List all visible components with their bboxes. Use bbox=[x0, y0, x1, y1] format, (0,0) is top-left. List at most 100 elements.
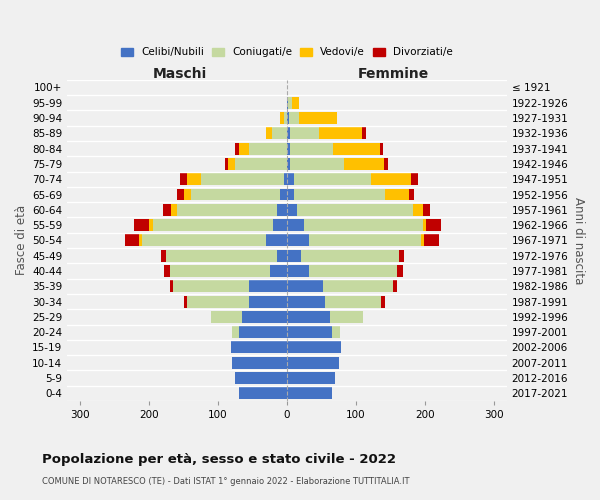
Text: COMUNE DI NOTARESCO (TE) - Dati ISTAT 1° gennaio 2022 - Elaborazione TUTTITALIA.: COMUNE DI NOTARESCO (TE) - Dati ISTAT 1°… bbox=[42, 478, 409, 486]
Text: Popolazione per età, sesso e stato civile - 2022: Popolazione per età, sesso e stato civil… bbox=[42, 452, 396, 466]
Bar bbox=[161, 250, 166, 262]
Bar bbox=[287, 204, 298, 216]
Bar bbox=[125, 234, 139, 246]
Bar bbox=[287, 372, 335, 384]
Bar bbox=[298, 204, 413, 216]
Bar bbox=[266, 234, 287, 246]
Bar bbox=[277, 250, 287, 262]
Bar bbox=[287, 219, 304, 231]
Text: Femmine: Femmine bbox=[358, 66, 430, 80]
Bar bbox=[287, 128, 290, 140]
Bar bbox=[287, 357, 338, 368]
Bar bbox=[299, 112, 337, 124]
Bar bbox=[229, 158, 235, 170]
Bar bbox=[249, 280, 287, 292]
Bar bbox=[177, 204, 277, 216]
Bar bbox=[191, 188, 280, 200]
Bar bbox=[304, 219, 422, 231]
Bar bbox=[152, 219, 273, 231]
Bar bbox=[384, 158, 388, 170]
Bar bbox=[166, 250, 277, 262]
Bar bbox=[424, 204, 430, 216]
Bar bbox=[287, 250, 301, 262]
Bar bbox=[235, 158, 287, 170]
Bar bbox=[239, 142, 249, 154]
Bar bbox=[362, 128, 365, 140]
Bar bbox=[180, 174, 187, 185]
Bar bbox=[323, 280, 393, 292]
Bar bbox=[333, 142, 380, 154]
Bar bbox=[287, 97, 289, 108]
Bar bbox=[142, 234, 266, 246]
Y-axis label: Anni di nascita: Anni di nascita bbox=[572, 196, 585, 284]
Bar bbox=[170, 265, 270, 277]
Bar bbox=[294, 188, 385, 200]
Bar bbox=[239, 326, 287, 338]
Bar bbox=[287, 234, 309, 246]
Bar bbox=[280, 112, 284, 124]
Bar bbox=[287, 112, 289, 124]
Bar bbox=[294, 174, 371, 185]
Bar bbox=[287, 265, 309, 277]
Bar bbox=[184, 188, 191, 200]
Bar bbox=[287, 174, 294, 185]
Bar bbox=[413, 204, 424, 216]
Bar bbox=[287, 296, 325, 308]
Bar bbox=[232, 357, 287, 368]
Bar bbox=[230, 342, 287, 353]
Bar bbox=[201, 174, 284, 185]
Bar bbox=[249, 142, 287, 154]
Bar bbox=[184, 296, 187, 308]
Bar bbox=[371, 174, 411, 185]
Bar bbox=[225, 158, 229, 170]
Bar bbox=[280, 188, 287, 200]
Bar bbox=[422, 219, 426, 231]
Bar bbox=[177, 188, 184, 200]
Bar bbox=[284, 174, 287, 185]
Bar bbox=[235, 142, 239, 154]
Bar bbox=[211, 311, 242, 323]
Bar bbox=[287, 280, 323, 292]
Bar bbox=[426, 219, 441, 231]
Bar bbox=[249, 296, 287, 308]
Bar bbox=[163, 204, 171, 216]
Bar bbox=[134, 219, 149, 231]
Bar bbox=[344, 158, 384, 170]
Bar bbox=[330, 311, 363, 323]
Bar bbox=[332, 326, 340, 338]
Bar bbox=[421, 234, 424, 246]
Bar bbox=[270, 265, 287, 277]
Bar bbox=[319, 128, 362, 140]
Bar bbox=[290, 128, 319, 140]
Bar bbox=[187, 296, 249, 308]
Bar bbox=[301, 250, 398, 262]
Bar bbox=[139, 234, 142, 246]
Legend: Celibi/Nubili, Coniugati/e, Vedovi/e, Divorziati/e: Celibi/Nubili, Coniugati/e, Vedovi/e, Di… bbox=[117, 44, 457, 62]
Bar bbox=[287, 188, 294, 200]
Bar bbox=[164, 265, 170, 277]
Bar bbox=[149, 219, 152, 231]
Bar bbox=[289, 97, 292, 108]
Bar bbox=[287, 388, 332, 400]
Bar bbox=[232, 326, 239, 338]
Bar bbox=[393, 280, 397, 292]
Bar bbox=[411, 174, 418, 185]
Bar bbox=[235, 372, 287, 384]
Bar bbox=[325, 296, 382, 308]
Bar bbox=[292, 97, 299, 108]
Bar bbox=[173, 280, 249, 292]
Bar bbox=[272, 128, 287, 140]
Bar bbox=[289, 112, 299, 124]
Bar bbox=[171, 204, 177, 216]
Bar bbox=[287, 342, 341, 353]
Bar bbox=[287, 326, 332, 338]
Bar bbox=[309, 265, 397, 277]
Bar bbox=[239, 388, 287, 400]
Bar bbox=[424, 234, 439, 246]
Bar bbox=[290, 142, 333, 154]
Text: Maschi: Maschi bbox=[153, 66, 208, 80]
Bar bbox=[287, 158, 290, 170]
Bar bbox=[385, 188, 409, 200]
Bar bbox=[187, 174, 201, 185]
Bar bbox=[277, 204, 287, 216]
